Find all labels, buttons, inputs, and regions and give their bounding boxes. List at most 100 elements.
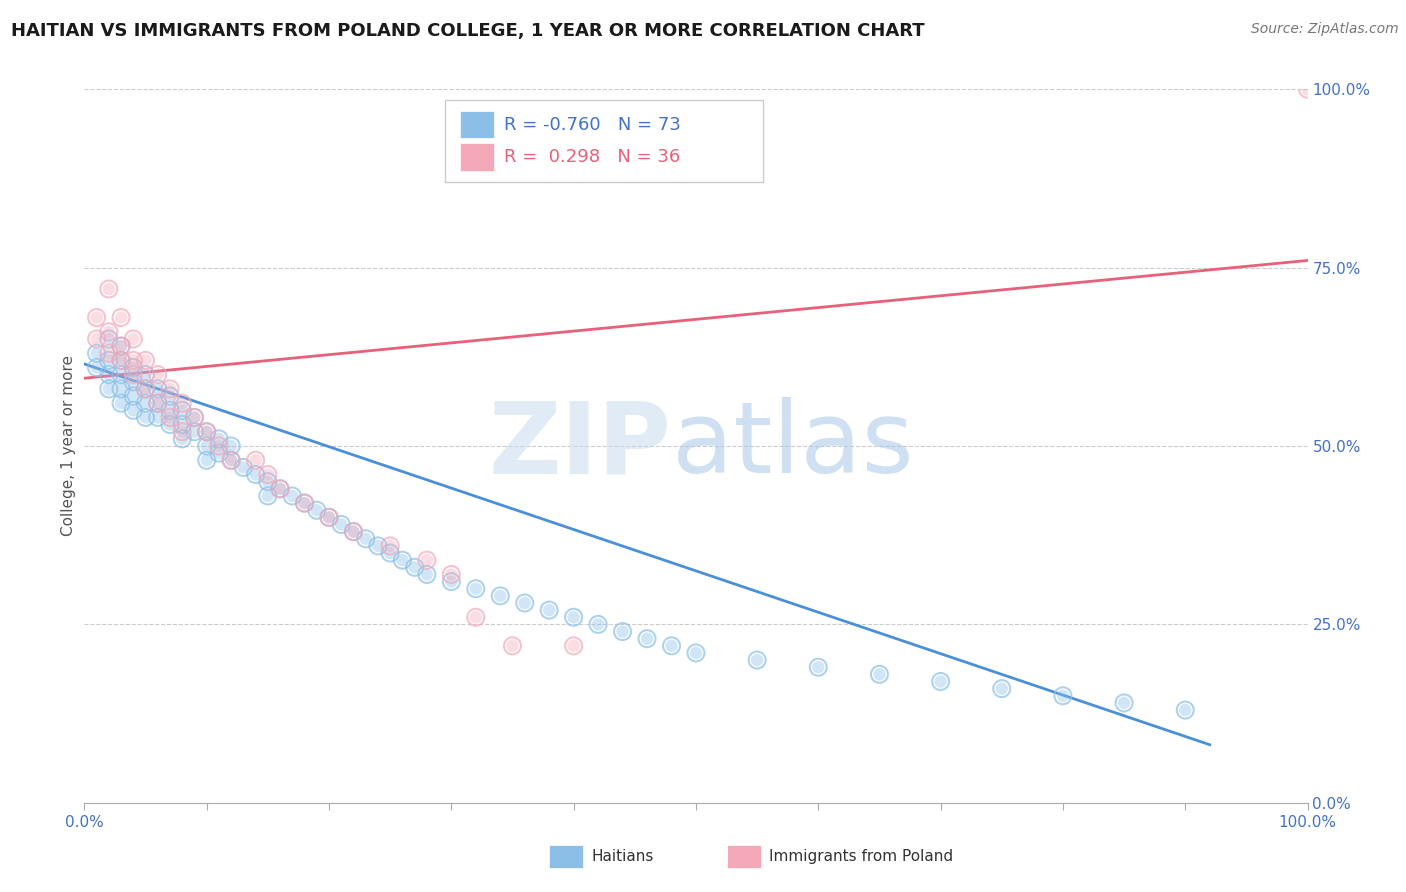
Point [97, 325, 120, 339]
Point [464, 610, 486, 624]
Point [661, 639, 683, 653]
Point [869, 667, 891, 681]
Point [159, 389, 181, 403]
Point [257, 489, 280, 503]
Point [747, 653, 769, 667]
Point [330, 517, 353, 532]
Point [294, 496, 316, 510]
Point [208, 446, 231, 460]
Point [502, 639, 524, 653]
Point [122, 389, 145, 403]
Point [245, 453, 267, 467]
Point [342, 524, 364, 539]
FancyBboxPatch shape [446, 100, 763, 182]
Point [318, 510, 340, 524]
Point [538, 603, 561, 617]
Point [110, 353, 132, 368]
Point [97, 382, 120, 396]
Point [159, 403, 181, 417]
Point [269, 482, 291, 496]
Point [122, 403, 145, 417]
Point [195, 453, 218, 467]
Point [122, 389, 145, 403]
Point [586, 617, 609, 632]
Point [929, 674, 952, 689]
Point [86, 346, 108, 360]
Point [612, 624, 634, 639]
Point [183, 425, 205, 439]
Point [232, 460, 254, 475]
Point [807, 660, 830, 674]
Point [562, 639, 585, 653]
Point [269, 482, 291, 496]
Point [195, 453, 218, 467]
Point [991, 681, 1014, 696]
Point [110, 339, 132, 353]
Point [257, 467, 280, 482]
Text: R = -0.760   N = 73: R = -0.760 N = 73 [503, 116, 681, 134]
Point [110, 396, 132, 410]
Point [257, 467, 280, 482]
Text: ZIP: ZIP [489, 398, 672, 494]
Point [183, 410, 205, 425]
Point [97, 353, 120, 368]
Point [685, 646, 707, 660]
Point [122, 368, 145, 382]
Point [146, 368, 169, 382]
Point [404, 560, 426, 574]
Point [245, 453, 267, 467]
Point [354, 532, 377, 546]
Point [636, 632, 658, 646]
Point [1052, 689, 1074, 703]
Point [172, 417, 194, 432]
Point [122, 332, 145, 346]
Point [122, 360, 145, 375]
Point [257, 489, 280, 503]
Point [219, 439, 242, 453]
Point [245, 467, 267, 482]
Point [195, 425, 218, 439]
Point [219, 453, 242, 467]
Point [172, 403, 194, 417]
Point [464, 582, 486, 596]
Point [135, 396, 157, 410]
Point [440, 567, 463, 582]
Point [135, 410, 157, 425]
Point [636, 632, 658, 646]
Point [513, 596, 536, 610]
Point [330, 517, 353, 532]
Point [232, 460, 254, 475]
Point [122, 353, 145, 368]
Point [159, 382, 181, 396]
Point [97, 346, 120, 360]
Point [159, 389, 181, 403]
Point [489, 589, 512, 603]
Point [257, 475, 280, 489]
Point [135, 410, 157, 425]
Point [172, 396, 194, 410]
FancyBboxPatch shape [460, 144, 494, 170]
Point [110, 396, 132, 410]
Point [318, 510, 340, 524]
Text: HAITIAN VS IMMIGRANTS FROM POLAND COLLEGE, 1 YEAR OR MORE CORRELATION CHART: HAITIAN VS IMMIGRANTS FROM POLAND COLLEG… [11, 22, 925, 40]
Point [380, 539, 402, 553]
Point [305, 503, 328, 517]
Point [380, 546, 402, 560]
Point [245, 467, 267, 482]
Point [110, 339, 132, 353]
Point [97, 325, 120, 339]
Point [562, 639, 585, 653]
Point [318, 510, 340, 524]
Point [294, 496, 316, 510]
Point [86, 332, 108, 346]
Point [122, 368, 145, 382]
Point [281, 489, 304, 503]
Point [416, 553, 439, 567]
Point [1296, 82, 1319, 96]
Point [97, 282, 120, 296]
Point [612, 624, 634, 639]
Point [1114, 696, 1136, 710]
Point [208, 439, 231, 453]
Point [305, 503, 328, 517]
Point [294, 496, 316, 510]
